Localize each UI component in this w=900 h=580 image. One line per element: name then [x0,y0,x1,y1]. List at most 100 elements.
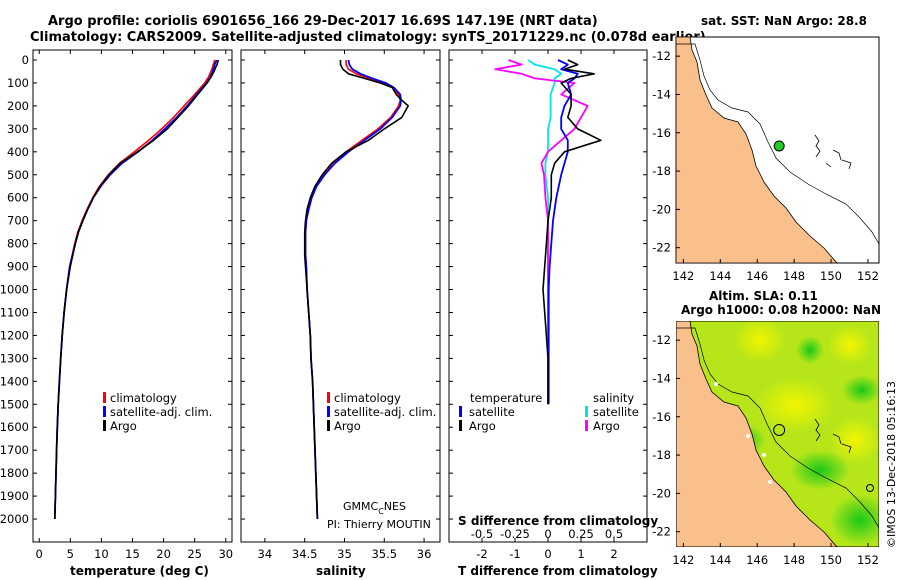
s-diff-tick-label: -0.5 [471,527,493,541]
lon-tick-label: 142 [672,269,694,283]
depth-tick-label: 700 [7,214,29,228]
sst-argo-location [773,140,785,152]
s-diff-tick-label: 0 [544,527,551,541]
sla-marker [746,434,750,438]
sla-low-4 [830,494,879,546]
depth-tick-label: 1900 [0,489,29,503]
x-tick-label: 1 [577,547,584,561]
legend-swatch-satellite [327,406,330,417]
depth-tick-label: 500 [7,168,29,182]
legend-swatch-climatology [327,392,330,403]
lat-tick-label: -20 [652,202,671,216]
depth-tick-label: 1800 [0,466,29,480]
sla-bathymetry [676,327,879,529]
legend-diff-sal-satellite: satellite [593,405,639,419]
sla-land [676,321,839,547]
x-tick-label: 35 [337,547,352,561]
sla-argo-location [773,423,786,436]
sst-map-title: sat. SST: NaN Argo: 28.8 [701,14,867,28]
legend-sal-climatology: climatology [334,391,401,405]
x-tick-label: 15 [125,547,140,561]
x-tick-label: 20 [156,547,171,561]
sla-high-2 [828,325,872,365]
legend-diff-temp-argo: Argo [469,419,496,433]
lon-tick-label: 144 [709,269,731,283]
legend-swatch-argo [103,420,106,431]
legend-swatch-sal-argo [585,420,588,431]
lat-tick-label: -12 [652,49,671,63]
depth-tick-label: 900 [7,260,29,274]
lat-tick-label: -14 [652,371,671,385]
sla-low-1 [796,336,824,364]
depth-tick-label: 1700 [0,443,29,457]
lon-tick-label: 148 [783,553,805,567]
sla-title-line-2: Argo h1000: 0.08 h2000: NaN [681,303,881,317]
lat-tick-label: -22 [652,525,671,539]
sla-map [676,321,879,547]
temperature-axis-label: temperature (deg C) [70,564,209,578]
depth-tick-label: 1000 [0,283,29,297]
depth-tick-label: 1200 [0,328,29,342]
lon-tick-label: 150 [820,269,842,283]
legend-diff-temp-satellite: satellite [469,405,515,419]
legend-swatch-sal-satellite [585,406,588,417]
s-diff-tick-label: 0.5 [605,527,623,541]
lat-tick-label: -22 [652,241,671,255]
legend-diff-salinity-title: salinity [593,391,634,405]
title-line-2: Climatology: CARS2009. Satellite-adjuste… [30,30,706,45]
sla-low-2 [842,375,879,405]
s-diff-tick-label: 0.25 [568,527,594,541]
legend-sal-satellite: satellite-adj. clim. [334,405,436,419]
lon-tick-label: 152 [857,553,879,567]
legend-temp-satellite: satellite-adj. clim. [110,405,212,419]
x-tick-label: 0 [544,547,551,561]
depth-tick-label: 1400 [0,374,29,388]
legend-swatch-temp-argo [459,420,462,431]
lat-tick-label: -12 [652,333,671,347]
sla-marker [866,484,874,492]
sst-reefs [814,134,852,170]
legend-swatch-satellite [103,406,106,417]
legend-swatch-climatology [103,392,106,403]
x-tick-label: 25 [187,547,202,561]
salinity-axis-label: salinity [316,564,366,578]
x-tick-label: 30 [218,547,233,561]
legend-sal-argo: Argo [334,419,361,433]
lon-tick-label: 142 [672,553,694,567]
sla-high-1 [734,321,786,362]
depth-tick-label: 300 [7,122,29,136]
lat-tick-label: -16 [652,410,671,424]
lat-tick-label: -18 [652,448,671,462]
legend-temp-argo: Argo [110,419,137,433]
depth-tick-label: 2000 [0,512,29,526]
credit-line-1: GMMCCNES [343,500,406,516]
depth-tick-label: 1100 [0,305,29,319]
lat-tick-label: -14 [652,87,671,101]
credit-line-2: PI: Thierry MOUTIN [327,518,431,531]
depth-tick-label: 800 [7,237,29,251]
depth-tick-label: 200 [7,99,29,113]
legend-diff-sal-argo: Argo [593,419,620,433]
lon-tick-label: 146 [746,269,768,283]
sst-bathymetry [676,43,880,245]
x-tick-label: 2 [610,547,617,561]
sla-marker [768,480,772,484]
x-tick-label: 36 [417,547,432,561]
depth-tick-label: 1600 [0,420,29,434]
series-line-argo [54,59,220,520]
x-tick-label: -1 [509,547,520,561]
lon-tick-label: 150 [820,553,842,567]
x-tick-label: 5 [67,547,74,561]
depth-tick-label: 400 [7,145,29,159]
depth-tick-label: 0 [22,53,29,67]
lon-tick-label: 152 [857,269,879,283]
depth-tick-label: 600 [7,191,29,205]
title-line-1: Argo profile: coriolis 6901656_166 29-De… [48,14,598,29]
s-difference-label: S difference from climatology [458,514,658,528]
sla-high-4 [829,416,879,464]
copyright-footer: ©IMOS 13-Dec-2018 05:16:13 [885,381,898,548]
difference-legend: temperature satellite Argo salinity sate… [459,391,639,433]
sla-low-3 [790,450,850,490]
lon-tick-label: 144 [709,553,731,567]
